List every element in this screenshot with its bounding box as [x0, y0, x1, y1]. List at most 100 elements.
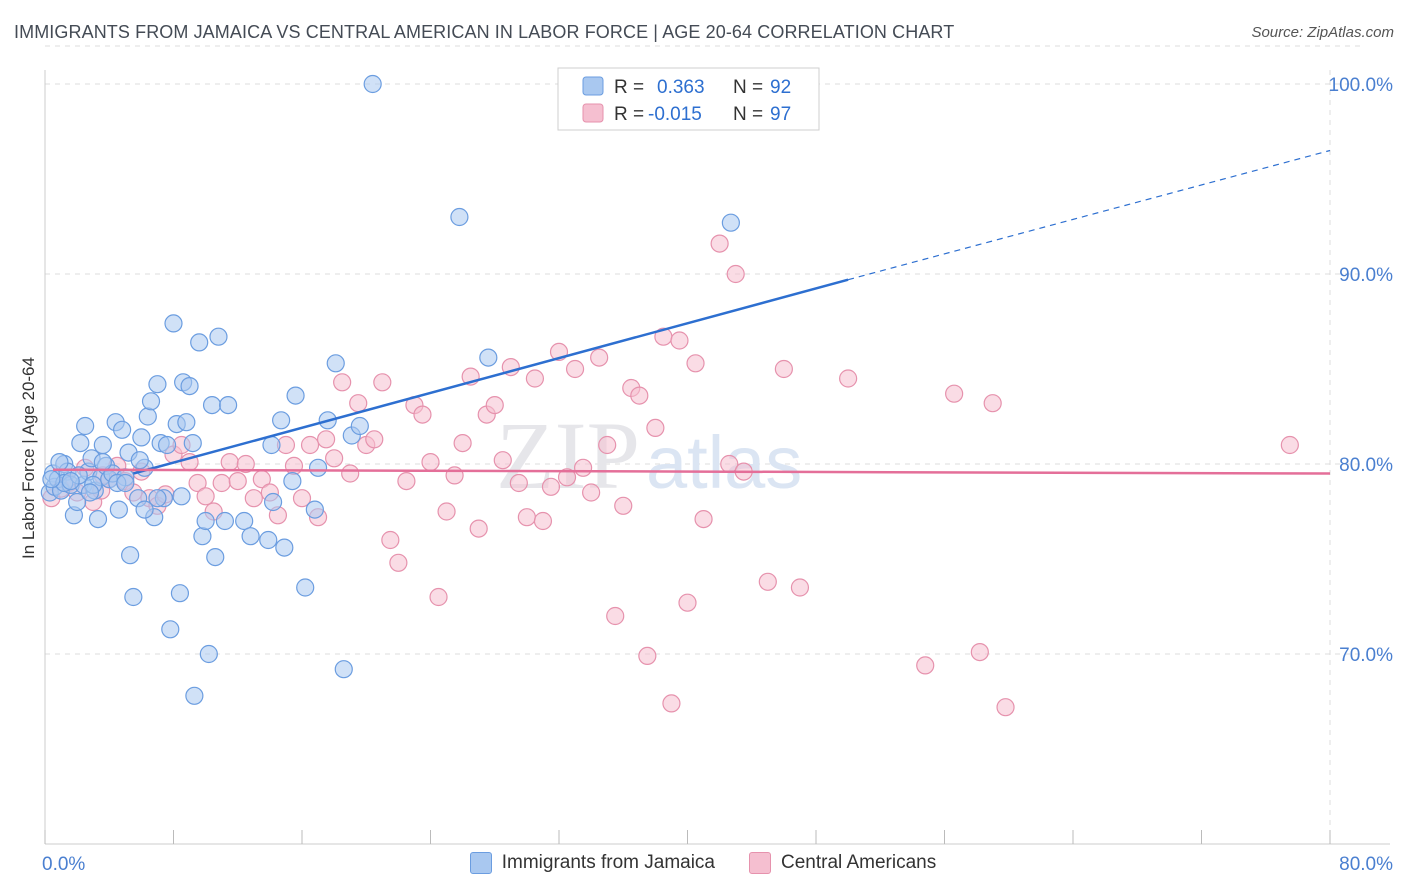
x-tick-label: 0.0%	[42, 854, 85, 875]
data-point	[196, 487, 215, 506]
data-point	[437, 502, 456, 521]
data-point	[453, 434, 472, 453]
data-point	[662, 694, 681, 713]
legend-label-jamaica: Immigrants from Jamaica	[501, 852, 716, 873]
data-point	[721, 213, 740, 232]
data-point	[413, 405, 432, 424]
axes	[44, 70, 1390, 845]
data-point	[305, 500, 324, 519]
data-point	[590, 348, 609, 367]
data-point	[188, 473, 207, 493]
data-point	[61, 472, 80, 491]
chart-title: IMMIGRANTS FROM JAMAICA VS CENTRAL AMERI…	[14, 22, 955, 42]
legend-n-value-1: 92	[770, 77, 791, 98]
data-point	[726, 264, 745, 284]
data-point	[157, 435, 177, 455]
legend-r-value-1: 0.363	[657, 77, 705, 98]
data-point	[202, 396, 222, 415]
data-point	[259, 530, 278, 550]
data-point	[606, 606, 625, 626]
data-point	[316, 430, 336, 449]
data-point	[397, 472, 416, 491]
data-point	[670, 331, 689, 350]
data-point	[284, 456, 304, 475]
data-point	[983, 394, 1002, 413]
data-point	[525, 369, 545, 388]
data-point	[565, 359, 585, 379]
data-point	[228, 472, 247, 491]
data-point	[50, 453, 69, 472]
data-point	[272, 411, 291, 430]
data-point	[275, 538, 294, 557]
legend-r-label-1: R =	[614, 77, 644, 98]
data-point	[790, 578, 810, 597]
data-point	[235, 511, 254, 531]
data-point	[996, 698, 1015, 717]
source-label: Source: ZipAtlas.com	[1251, 24, 1394, 41]
data-point	[112, 420, 132, 439]
legend-n-value-2: 97	[770, 104, 791, 125]
data-point	[479, 348, 498, 367]
data-point	[124, 587, 143, 607]
data-point	[241, 527, 260, 546]
y-axis-label: In Labor Force | Age 20-64	[19, 357, 38, 559]
data-point	[135, 500, 154, 519]
watermark-zip: ZIP	[496, 402, 640, 509]
data-point	[292, 489, 312, 508]
legend-label-central: Central Americans	[781, 852, 937, 873]
data-point	[638, 646, 657, 666]
data-point	[93, 435, 112, 455]
data-point	[333, 373, 352, 392]
data-point	[381, 530, 400, 550]
data-point	[541, 477, 561, 496]
data-point	[363, 74, 382, 94]
data-point	[172, 487, 191, 506]
data-point	[88, 509, 108, 529]
data-point	[68, 492, 87, 512]
data-point	[646, 418, 665, 437]
data-point	[450, 207, 469, 227]
gridlines	[45, 45, 1365, 844]
data-point	[389, 553, 408, 572]
data-point	[678, 593, 697, 612]
data-point	[93, 453, 112, 472]
data-point	[758, 572, 777, 591]
data-point	[164, 314, 183, 333]
y-tick-label: 70.0%	[1339, 645, 1393, 666]
x-tick-label: 80.0%	[1339, 854, 1393, 875]
data-point	[190, 333, 209, 352]
series-legend: Immigrants from Jamaica Central American…	[0, 852, 1406, 874]
trend-line-pink	[53, 468, 1331, 475]
data-point	[1280, 435, 1299, 455]
data-point	[193, 527, 212, 546]
data-point	[630, 386, 649, 405]
data-point	[180, 377, 199, 396]
data-point	[533, 511, 553, 531]
data-point	[215, 511, 234, 531]
y-tick-label: 100.0%	[1329, 75, 1394, 96]
data-point	[141, 392, 161, 411]
data-point	[598, 435, 617, 455]
series-jamaica	[40, 74, 740, 705]
data-point	[300, 435, 320, 455]
data-point	[170, 584, 190, 603]
data-point	[71, 434, 90, 453]
data-point	[445, 466, 464, 485]
legend-swatch-icon	[749, 852, 772, 874]
data-point	[76, 416, 95, 436]
legend-n-label-1: N =	[733, 77, 763, 98]
data-point	[212, 473, 231, 493]
legend-swatch-icon	[469, 852, 492, 874]
legend-n-label-2: N =	[733, 104, 763, 125]
data-point	[244, 489, 263, 508]
trend-lines	[53, 149, 1331, 475]
data-point	[263, 492, 283, 512]
data-point	[573, 458, 593, 477]
data-point	[429, 587, 448, 607]
trend-line-extension	[847, 149, 1331, 281]
data-point	[614, 496, 633, 515]
data-point	[694, 509, 713, 529]
data-point	[517, 508, 536, 527]
data-point	[80, 483, 100, 502]
